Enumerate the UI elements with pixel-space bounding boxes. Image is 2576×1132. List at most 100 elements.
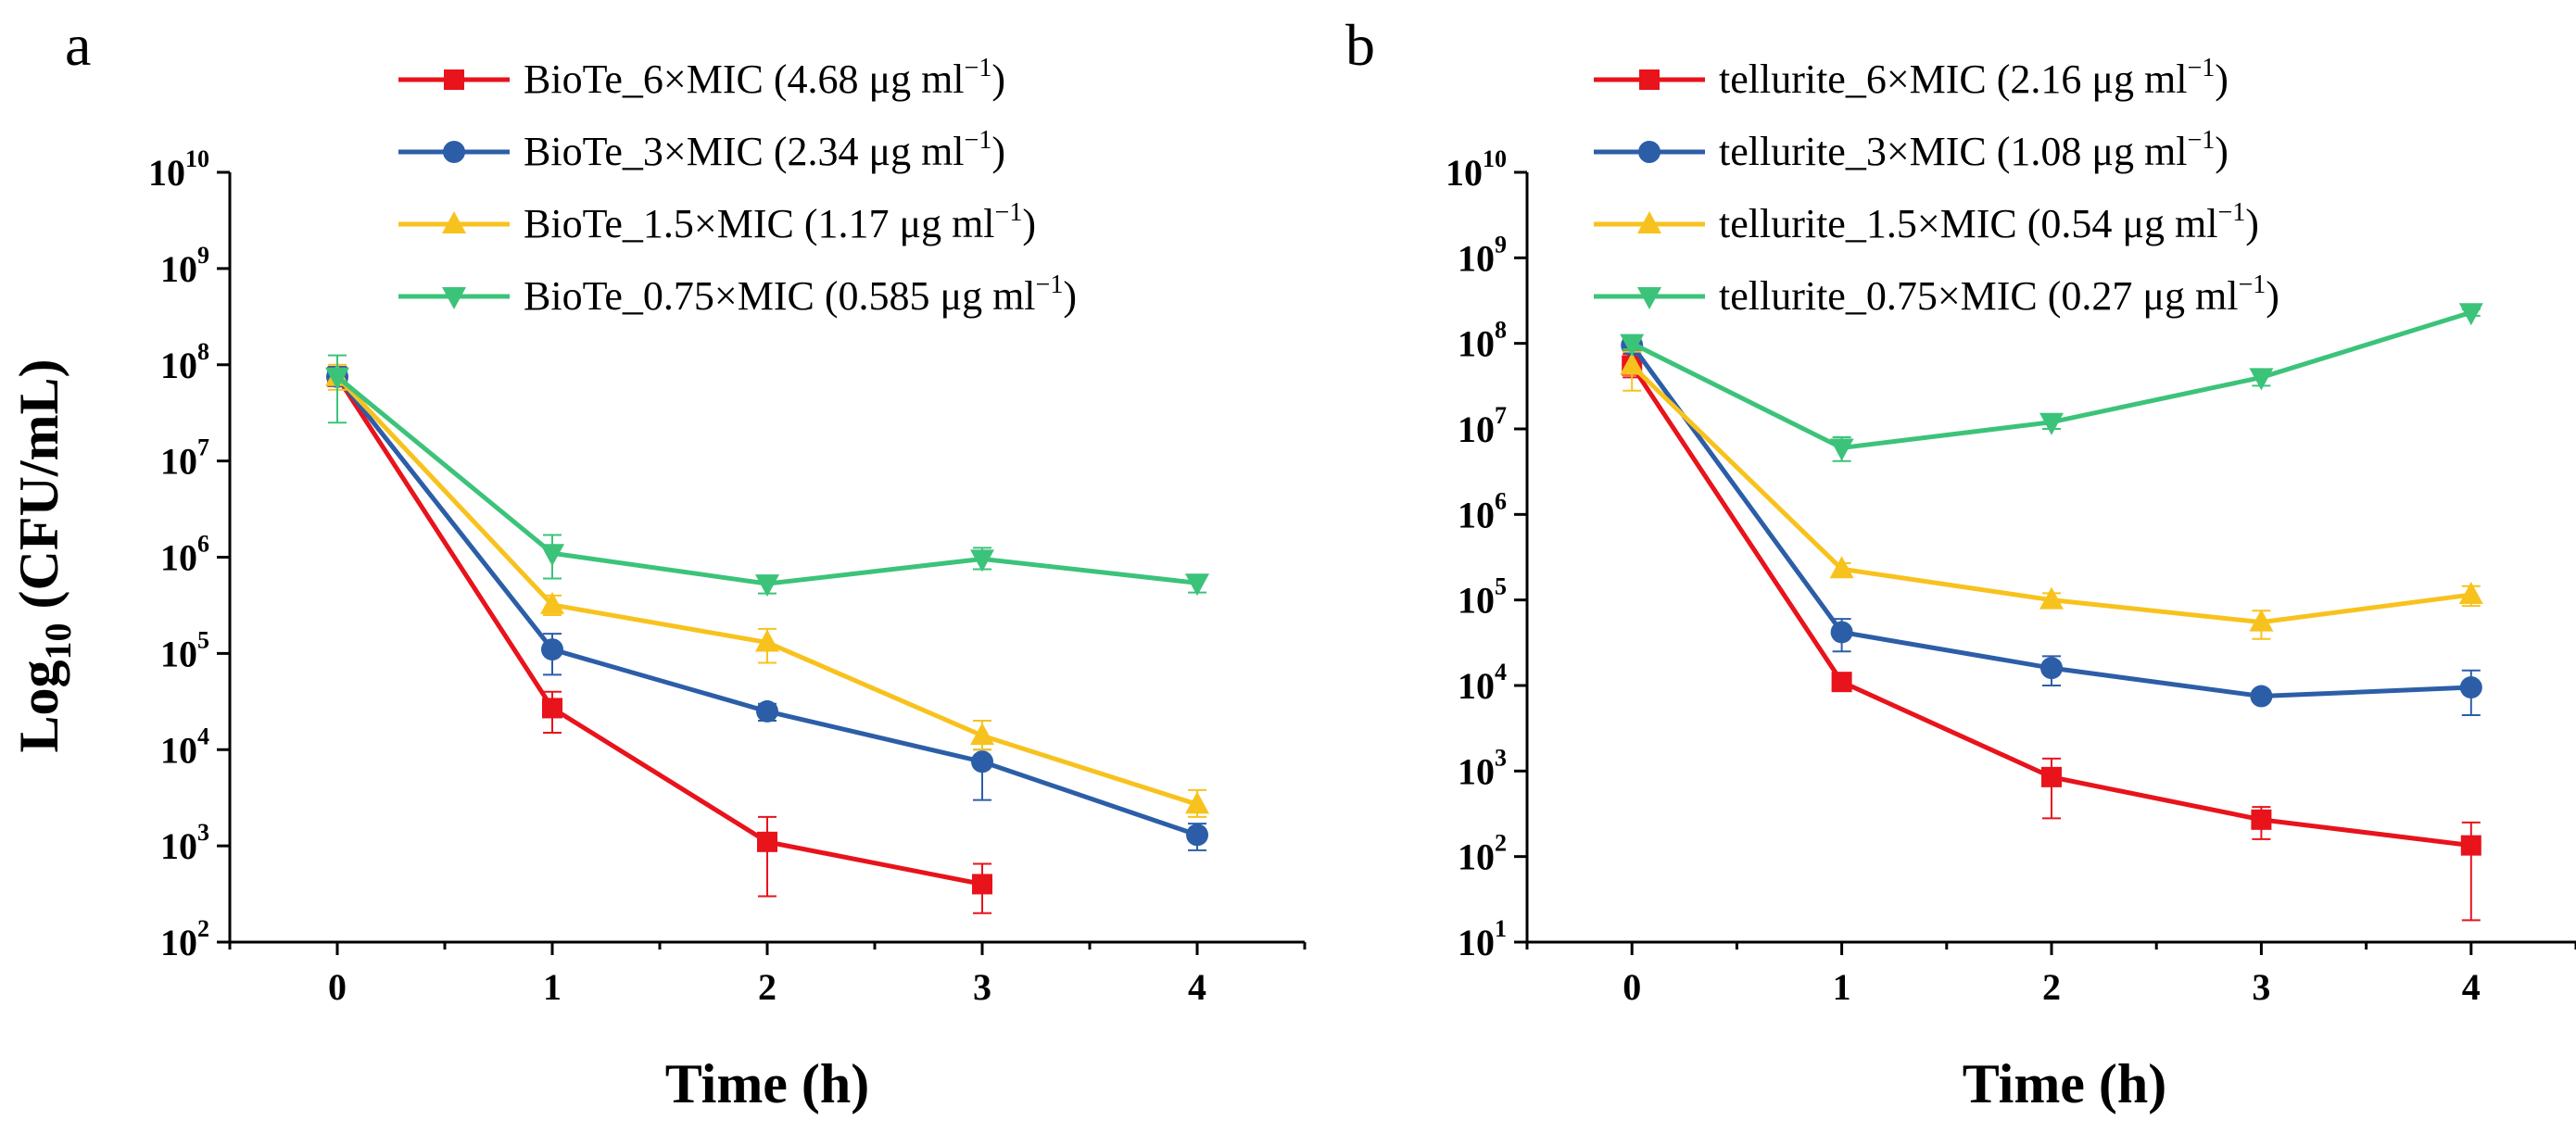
legend-item-a-yellow: BioTe_1.5×MIC (1.17 μg ml−1) (398, 198, 1036, 246)
data-point (971, 750, 993, 774)
data-point (1829, 556, 1854, 579)
series-line (1630, 344, 2471, 699)
legend-item-a-red: BioTe_6×MIC (4.68 μg ml−1) (398, 54, 1005, 102)
data-point (2039, 412, 2064, 435)
y-tick-label-b: 107 (1458, 402, 1507, 450)
panel-b-label: b (1345, 12, 1375, 78)
y-tick-label-b: 103 (1458, 744, 1507, 792)
y-tick-label-a: 106 (160, 531, 209, 579)
y-tick-label-b: 109 (1458, 231, 1507, 279)
x-axis-title-a: Time (h) (665, 1053, 870, 1114)
x-tick-label-b: 0 (1623, 966, 1641, 1008)
y-tick-label-a: 107 (160, 434, 209, 483)
data-point (755, 629, 779, 652)
legend-a: BioTe_6×MIC (4.68 μg ml−1) BioTe_3×MIC (2… (398, 54, 1077, 319)
legend-marker (442, 211, 466, 233)
x-axis-title-b: Time (h) (1963, 1053, 2167, 1114)
x-tick-label-b: 1 (1833, 966, 1851, 1008)
legend-label: BioTe_0.75×MIC (0.585 μg ml−1) (524, 270, 1077, 319)
series-line (335, 375, 1198, 837)
x-tick-label-a: 0 (328, 966, 347, 1008)
data-point (757, 831, 777, 852)
data-point (2041, 766, 2062, 787)
legend-label: tellurite_1.5×MIC (0.54 μg ml−1) (1719, 198, 2259, 246)
y-tick-label-a: 109 (160, 242, 209, 290)
legend-item-a-green: BioTe_0.75×MIC (0.585 μg ml−1) (398, 270, 1077, 319)
data-point (1185, 791, 1209, 814)
data-point (970, 549, 994, 572)
legend-marker (1639, 69, 1660, 90)
data-layer-a (325, 354, 1209, 914)
data-point (1829, 438, 1854, 461)
data-point (755, 574, 779, 597)
legend-item-b-red: tellurite_6×MIC (2.16 μg ml−1) (1594, 54, 2229, 102)
series-line (335, 375, 983, 887)
y-tick-label-b: 104 (1458, 659, 1507, 707)
y-tick-label-b: 105 (1458, 573, 1507, 622)
y-tick-label-a: 1010 (148, 145, 209, 194)
y-tick-label-a: 104 (160, 723, 209, 771)
data-point (1620, 352, 1645, 375)
y-tick-label-b: 101 (1458, 915, 1507, 963)
data-point (2249, 609, 2274, 632)
panel-b: b Time (h) 0 1 2 3 4 101 102 103 104 105 106 107 108… (1345, 12, 2576, 1114)
panel-a: a Log10 (CFU/mL) Time (h) 0 1 2 3 4 102 103 104… (8, 12, 1307, 1114)
y-tick-label-a: 103 (160, 819, 209, 867)
series-b-yellow (1620, 350, 2483, 640)
data-point (2460, 835, 2481, 856)
series-a-blue (326, 365, 1208, 851)
data-layer-b (1620, 303, 2483, 922)
x-tick-label-b: 2 (2042, 966, 2061, 1008)
series-a-green (325, 354, 1209, 597)
legend-label: BioTe_3×MIC (2.34 μg ml−1) (524, 126, 1005, 174)
legend-label: tellurite_0.75×MIC (0.27 μg ml−1) (1719, 270, 2279, 319)
series-b-red (1622, 353, 2481, 922)
axes-a: 0 1 2 3 4 102 103 104 105 106 107 108 109 1010 (148, 145, 1307, 1008)
x-tick-label-a: 1 (543, 966, 562, 1008)
data-point (541, 638, 563, 661)
y-tick-label-b: 106 (1458, 487, 1507, 535)
series-b-green (1620, 303, 2483, 462)
data-point (972, 874, 992, 895)
data-point (540, 544, 564, 567)
x-tick-label-a: 2 (758, 966, 777, 1008)
legend-marker (443, 141, 465, 163)
data-point (1186, 824, 1208, 847)
x-tick-label-b: 3 (2252, 966, 2270, 1008)
data-point (2458, 303, 2483, 326)
series-line (335, 374, 1198, 586)
data-point (1830, 621, 1853, 644)
y-axis-title: Log10 (CFU/mL) (8, 359, 79, 753)
x-tick-label-b: 4 (2462, 966, 2481, 1008)
data-point (2249, 368, 2274, 391)
data-point (2251, 809, 2272, 830)
legend-marker (1638, 141, 1661, 163)
legend-item-b-green: tellurite_0.75×MIC (0.27 μg ml−1) (1594, 270, 2279, 319)
y-tick-label-a: 108 (160, 338, 209, 386)
y-tick-label-b: 1010 (1446, 145, 1507, 194)
data-point (542, 698, 562, 719)
axes-b: 0 1 2 3 4 101 102 103 104 105 106 107 108 109 1010 (1446, 145, 2576, 1008)
x-tick-label-a: 3 (973, 966, 991, 1008)
y-tick-label-a: 105 (160, 626, 209, 674)
legend-label: tellurite_3×MIC (1.08 μg ml−1) (1719, 126, 2229, 174)
x-tick-label-a: 4 (1188, 966, 1206, 1008)
legend-marker (1637, 211, 1661, 233)
y-tick-label-b: 108 (1458, 317, 1507, 365)
data-point (1185, 573, 1209, 597)
legend-label: BioTe_6×MIC (4.68 μg ml−1) (524, 54, 1005, 102)
y-tick-label-a: 102 (160, 915, 209, 963)
data-point (1620, 333, 1645, 357)
legend-marker (1637, 287, 1661, 309)
legend-b: tellurite_6×MIC (2.16 μg ml−1) tellurite_… (1594, 54, 2279, 319)
y-tick-label-b: 102 (1458, 830, 1507, 878)
data-point (1831, 672, 1852, 693)
data-point (970, 723, 994, 746)
data-point (540, 591, 564, 614)
legend-marker (442, 287, 466, 309)
legend-item-b-yellow: tellurite_1.5×MIC (0.54 μg ml−1) (1594, 198, 2259, 246)
legend-label: BioTe_1.5×MIC (1.17 μg ml−1) (524, 198, 1036, 246)
legend-item-a-blue: BioTe_3×MIC (2.34 μg ml−1) (398, 126, 1005, 174)
series-b-blue (1621, 333, 2482, 717)
